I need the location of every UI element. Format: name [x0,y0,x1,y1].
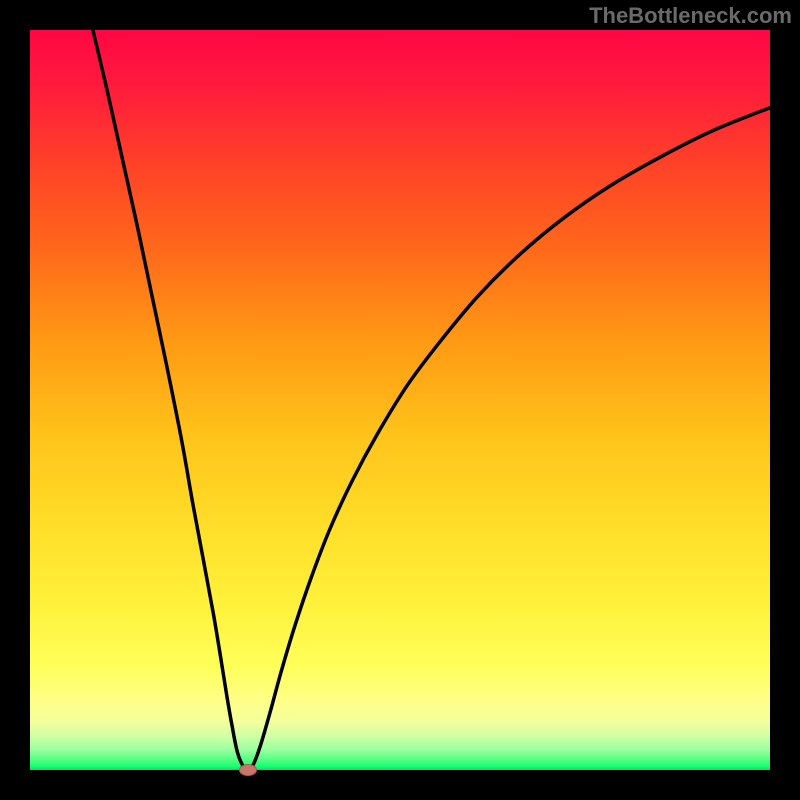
curve-path [93,30,770,770]
attribution-text: TheBottleneck.com [581,0,800,32]
bottleneck-curve [30,30,770,770]
plot-area [30,30,770,770]
chart-stage: TheBottleneck.com [0,0,800,800]
optimum-marker-icon [239,764,257,776]
